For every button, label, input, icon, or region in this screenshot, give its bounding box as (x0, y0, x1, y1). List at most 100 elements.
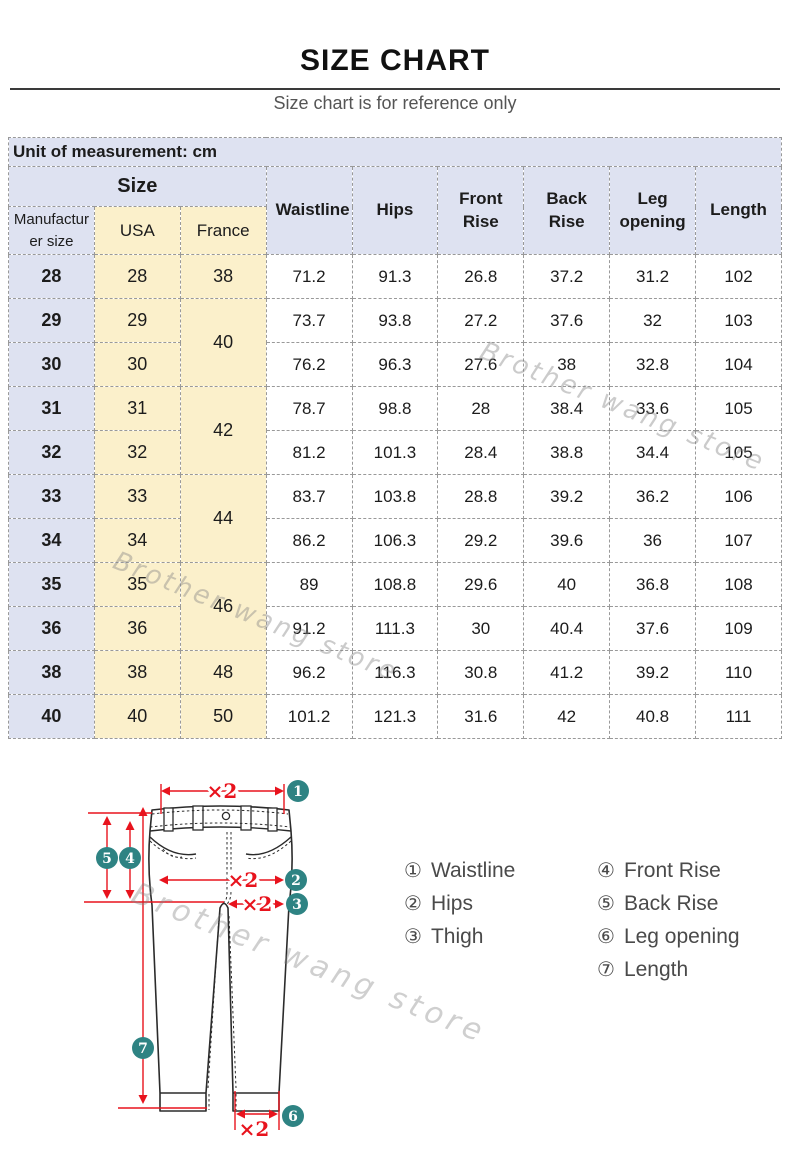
table-row-size-30: 30 30 76.2 96.3 27.6 38 32.8 104 (8, 342, 782, 387)
header-row-group: Size Waistline Hips Front Rise Back Rise Leg … (8, 166, 782, 255)
legend-label: Waistline (430, 858, 516, 882)
measure-value-cell: 27.6 (437, 342, 525, 387)
table-row-size-40: 40 40 50 101.2 121.3 31.6 42 40.8 111 (8, 694, 782, 739)
measure-value-cell: 37.6 (523, 298, 611, 343)
measure-value-cell: 37.6 (609, 606, 696, 651)
circled-number-icon: ⑥ (597, 926, 615, 948)
column-header-hips: Hips (351, 166, 439, 255)
usa-size-cell: 28 (93, 254, 181, 299)
manufacturer-size-cell: 38 (8, 650, 95, 695)
circled-number-icon: ③ (404, 926, 422, 948)
legend-item-thigh: ③ Thigh (404, 920, 515, 953)
measure-value-cell: 91.3 (351, 254, 439, 299)
leg-opening-x2-label: ×2 (239, 1117, 270, 1141)
measure-value-cell: 98.8 (351, 386, 439, 431)
measure-value-cell: 39.6 (523, 518, 611, 563)
measure-value-cell: 73.7 (265, 298, 353, 343)
measure-value-cell: 39.2 (609, 650, 696, 695)
measure-value-cell: 36 (609, 518, 696, 563)
measure-value-cell: 106 (695, 474, 782, 519)
france-size-cell: 48 (179, 650, 267, 695)
column-header-length: Length (695, 166, 782, 255)
manufacturer-size-cell: 30 (8, 342, 95, 387)
size-chart-table: Unit of measurement: cm Size Waistline Hips… (8, 137, 782, 739)
table-row-size-33: 33 33 44 83.7 103.8 28.8 39.2 36.2 106 (8, 474, 782, 563)
usa-size-cell: 31 (93, 386, 181, 431)
legend-item-hips: ② Hips (404, 887, 515, 920)
legend-item-length: ⑦ Length (597, 953, 740, 986)
france-size-cell: 42 (179, 386, 267, 475)
arrowheads (102, 786, 284, 1119)
measure-badge-4: 4 (119, 847, 141, 869)
legend-item-waistline: ① Waistline (404, 854, 515, 887)
table-row-size-28: 28 28 38 71.2 91.3 26.8 37.2 31.2 102 (8, 254, 782, 299)
svg-text:5: 5 (102, 851, 112, 867)
measure-badge-2: 2 (285, 869, 307, 891)
measure-badge-5: 5 (96, 847, 118, 869)
measure-value-cell: 29.2 (437, 518, 525, 563)
measure-value-cell: 38.8 (523, 430, 611, 475)
diagram-legend-column-1: ① Waistline ② Hips ③ Thigh (404, 854, 515, 953)
measure-value-cell: 32 (609, 298, 696, 343)
usa-size-cell: 40 (93, 694, 181, 739)
measure-value-cell: 102 (695, 254, 782, 299)
manufacturer-size-cell: 34 (8, 518, 95, 563)
measure-value-cell: 89 (265, 562, 353, 607)
measure-value-cell: 71.2 (265, 254, 353, 299)
hips-x2-label: ×2 (228, 868, 259, 892)
measure-value-cell: 96.3 (351, 342, 439, 387)
table-row-size-32: 32 32 81.2 101.3 28.4 38.8 34.4 105 (8, 430, 782, 475)
button-icon (221, 811, 231, 821)
france-size-cell: 50 (179, 694, 267, 739)
measure-value-cell: 38 (523, 342, 611, 387)
measure-value-cell: 40.8 (609, 694, 696, 739)
measure-value-cell: 40 (523, 562, 611, 607)
measure-value-cell: 109 (695, 606, 782, 651)
measure-value-cell: 108.8 (351, 562, 439, 607)
measure-value-cell: 29.6 (437, 562, 525, 607)
measure-badge-6: 6 (282, 1105, 304, 1127)
measure-value-cell: 96.2 (265, 650, 353, 695)
france-size-cell: 44 (179, 474, 267, 563)
table-row-size-36: 36 36 91.2 111.3 30 40.4 37.6 109 (8, 606, 782, 651)
measure-badge-1: 1 (287, 780, 309, 802)
times-two-labels: ×2 ×2 ×2 ×2 (204, 776, 276, 1144)
unit-row: Unit of measurement: cm (8, 137, 782, 167)
legend-label: Hips (430, 891, 473, 915)
france-size-cell: 46 (179, 562, 267, 651)
legend-item-back-rise: ⑤ Back Rise (597, 887, 740, 920)
size-group-header: Size (8, 166, 267, 207)
diagram-legend-column-2: ④ Front Rise ⑤ Back Rise ⑥ Leg opening ⑦ Length (597, 854, 740, 986)
legend-label: Leg opening (623, 924, 740, 948)
measure-value-cell: 107 (695, 518, 782, 563)
measure-value-cell: 31.2 (609, 254, 696, 299)
usa-size-cell: 34 (93, 518, 181, 563)
svg-text:7: 7 (138, 1041, 148, 1057)
circled-number-icon: ⑦ (597, 959, 615, 981)
measure-value-cell: 101.3 (351, 430, 439, 475)
measure-value-cell: 103 (695, 298, 782, 343)
measure-value-cell: 108 (695, 562, 782, 607)
measure-value-cell: 104 (695, 342, 782, 387)
measure-value-cell: 83.7 (265, 474, 353, 519)
manufacturer-size-cell: 33 (8, 474, 95, 519)
measure-value-cell: 116.3 (351, 650, 439, 695)
manufacturer-size-cell: 36 (8, 606, 95, 651)
legend-item-leg-opening: ⑥ Leg opening (597, 920, 740, 953)
legend-item-front-rise: ④ Front Rise (597, 854, 740, 887)
column-header-leg-opening: Leg opening (609, 166, 696, 255)
usa-size-cell: 29 (93, 298, 181, 343)
usa-size-cell: 38 (93, 650, 181, 695)
measure-value-cell: 30 (437, 606, 525, 651)
table-row-size-38: 38 38 48 96.2 116.3 30.8 41.2 39.2 110 (8, 650, 782, 695)
measure-value-cell: 26.8 (437, 254, 525, 299)
measure-value-cell: 110 (695, 650, 782, 695)
measure-value-cell: 27.2 (437, 298, 525, 343)
france-size-cell: 40 (179, 298, 267, 387)
measure-value-cell: 76.2 (265, 342, 353, 387)
measure-value-cell: 38.4 (523, 386, 611, 431)
waist-x2-label: ×2 (207, 779, 238, 803)
measure-badge-3: 3 (286, 893, 308, 915)
measure-value-cell: 41.2 (523, 650, 611, 695)
svg-text:4: 4 (125, 851, 135, 867)
